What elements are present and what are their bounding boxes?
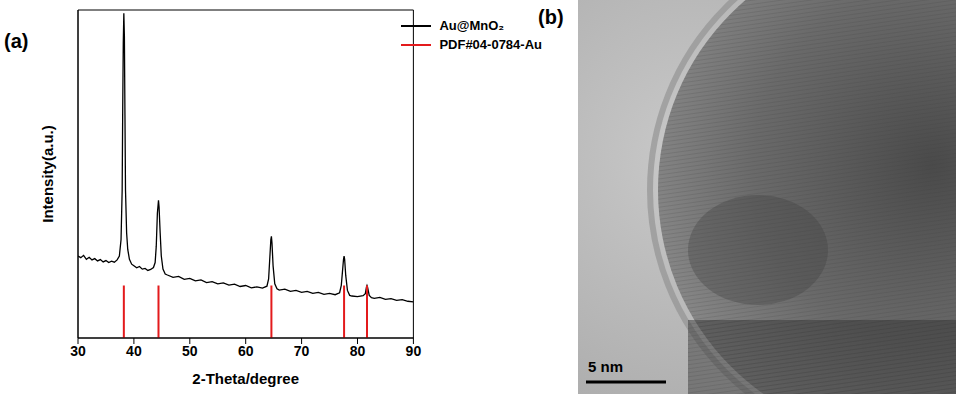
html-text:(b): (b) — [538, 6, 564, 28]
svg-text:30: 30 — [70, 343, 86, 359]
svg-text:70: 70 — [294, 343, 310, 359]
svg-text:40: 40 — [126, 343, 142, 359]
html-text:PDF#04-0784-Au: PDF#04-0784-Au — [439, 37, 542, 52]
svg-text:2-Theta/degree: 2-Theta/degree — [192, 370, 299, 387]
html-text:(a): (a) — [4, 30, 29, 52]
html-text:Au@MnO₂: Au@MnO₂ — [439, 18, 505, 33]
svg-text:80: 80 — [350, 343, 366, 359]
svg-text:50: 50 — [182, 343, 198, 359]
svg-text:5 nm: 5 nm — [588, 358, 623, 375]
svg-text:90: 90 — [406, 343, 422, 359]
svg-text:Intensity(a.u.): Intensity(a.u.) — [39, 125, 56, 223]
svg-text:60: 60 — [238, 343, 254, 359]
